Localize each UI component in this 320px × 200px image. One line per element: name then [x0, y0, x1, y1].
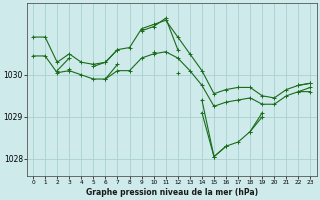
- X-axis label: Graphe pression niveau de la mer (hPa): Graphe pression niveau de la mer (hPa): [86, 188, 258, 197]
